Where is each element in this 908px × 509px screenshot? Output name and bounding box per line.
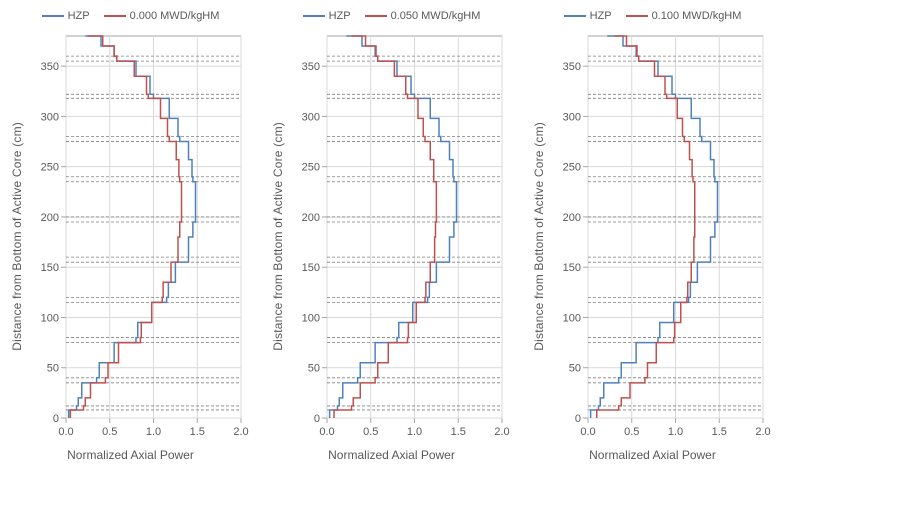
svg-text:250: 250 [41,162,59,174]
svg-text:150: 150 [563,262,581,274]
legend-item-var: 0.100 MWD/kgHM [626,10,742,22]
svg-text:200: 200 [302,212,320,224]
svg-text:100: 100 [41,312,59,324]
legend: HZP 0.100 MWD/kgHM [564,10,742,22]
legend: HZP 0.050 MWD/kgHM [303,10,481,22]
svg-text:250: 250 [302,162,320,174]
series-hzp [591,36,718,418]
chart-panel: HZP 0.000 MWD/kgHM Distance from Bottom of… [10,10,251,462]
legend-label: 0.050 MWD/kgHM [391,10,481,22]
chart-panel: HZP 0.100 MWD/kgHM Distance from Bottom of… [532,10,773,462]
legend-label: 0.100 MWD/kgHM [652,10,742,22]
svg-text:0.0: 0.0 [580,426,595,438]
legend-swatch [303,15,325,17]
legend-label: HZP [590,10,612,22]
svg-text:150: 150 [41,262,59,274]
svg-text:50: 50 [569,363,581,375]
svg-text:1.0: 1.0 [146,426,161,438]
svg-text:100: 100 [563,312,581,324]
svg-text:2.0: 2.0 [755,426,770,438]
legend: HZP 0.000 MWD/kgHM [42,10,220,22]
legend-label: 0.000 MWD/kgHM [130,10,220,22]
svg-text:0: 0 [575,413,581,425]
svg-text:0.0: 0.0 [319,426,334,438]
svg-text:0.0: 0.0 [58,426,73,438]
svg-text:50: 50 [47,363,59,375]
legend-swatch [365,15,387,17]
svg-text:2.0: 2.0 [494,426,509,438]
x-axis-label: Normalized Axial Power [589,448,716,462]
svg-text:50: 50 [308,363,320,375]
svg-text:0: 0 [53,413,59,425]
svg-text:300: 300 [302,111,320,123]
svg-text:250: 250 [563,162,581,174]
svg-text:200: 200 [563,212,581,224]
chart-panel: HZP 0.050 MWD/kgHM Distance from Bottom of… [271,10,512,462]
x-axis-label: Normalized Axial Power [328,448,455,462]
legend-swatch [104,15,126,17]
svg-text:2.0: 2.0 [233,426,248,438]
svg-text:100: 100 [302,312,320,324]
svg-text:0: 0 [314,413,320,425]
legend-item-hzp: HZP [303,10,351,22]
svg-text:350: 350 [563,61,581,73]
series-var [597,36,695,418]
legend-label: HZP [329,10,351,22]
legend-item-var: 0.050 MWD/kgHM [365,10,481,22]
legend-swatch [564,15,586,17]
chart-plot: 0.0 0.5 1.0 1.5 2.0 0 50 100 150 200 250 300 350 [26,26,251,446]
svg-text:150: 150 [302,262,320,274]
svg-text:1.5: 1.5 [190,426,205,438]
legend-label: HZP [68,10,90,22]
svg-text:350: 350 [41,61,59,73]
svg-text:1.5: 1.5 [712,426,727,438]
series-hzp [330,36,457,418]
chart-plot: 0.0 0.5 1.0 1.5 2.0 0 50 100 150 200 250 300 350 [287,26,512,446]
y-axis-label: Distance from Bottom of Active Core (cm) [271,122,285,351]
svg-text:200: 200 [41,212,59,224]
y-axis-label: Distance from Bottom of Active Core (cm) [10,122,24,351]
legend-item-hzp: HZP [42,10,90,22]
chart-plot: 0.0 0.5 1.0 1.5 2.0 0 50 100 150 200 250 300 350 [548,26,773,446]
y-axis-label: Distance from Bottom of Active Core (cm) [532,122,546,351]
svg-text:1.0: 1.0 [668,426,683,438]
legend-item-var: 0.000 MWD/kgHM [104,10,220,22]
series-var [334,36,436,418]
svg-text:0.5: 0.5 [624,426,639,438]
svg-text:1.0: 1.0 [407,426,422,438]
svg-text:0.5: 0.5 [363,426,378,438]
svg-text:0.5: 0.5 [102,426,117,438]
legend-swatch [42,15,64,17]
series-var [70,36,181,418]
svg-text:350: 350 [302,61,320,73]
legend-item-hzp: HZP [564,10,612,22]
series-hzp [69,36,196,418]
svg-text:300: 300 [41,111,59,123]
legend-swatch [626,15,648,17]
svg-text:1.5: 1.5 [451,426,466,438]
svg-text:300: 300 [563,111,581,123]
x-axis-label: Normalized Axial Power [67,448,194,462]
